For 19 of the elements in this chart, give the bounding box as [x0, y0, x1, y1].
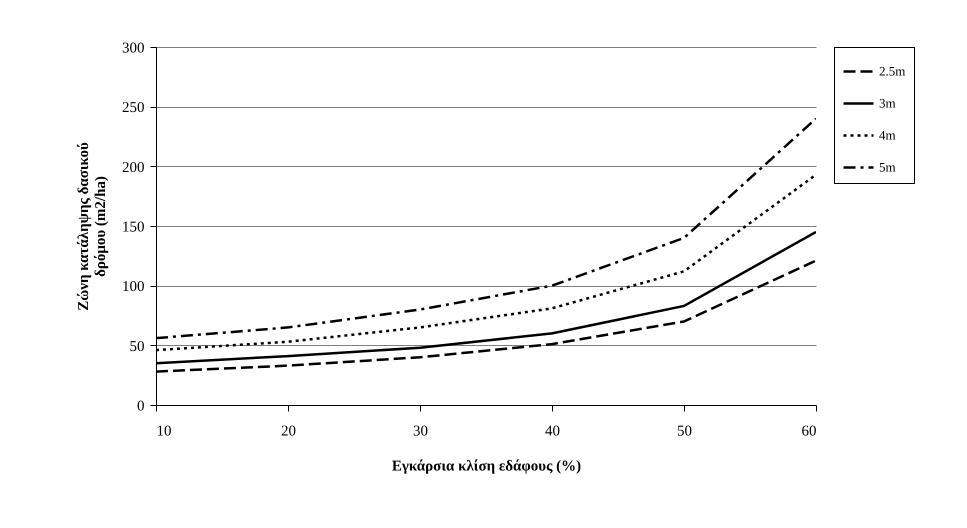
- y-tick-label: 250: [122, 100, 144, 116]
- x-tick-label: 50: [677, 424, 692, 440]
- y-tick-label: 200: [122, 160, 144, 176]
- legend-label: 3m: [879, 96, 896, 110]
- y-tick-label: 150: [122, 220, 144, 236]
- y-tick-label: 100: [122, 279, 144, 296]
- legend-label: 5m: [879, 160, 896, 174]
- x-tick-label: 60: [802, 424, 816, 440]
- legend-label: 2.5m: [879, 64, 906, 78]
- x-axis-title: Εγκάρσια κλίση εδάφους (%): [392, 458, 582, 474]
- x-tick-label: 20: [281, 424, 296, 440]
- y-tick-label: 300: [122, 40, 144, 56]
- x-tick-label: 30: [413, 424, 428, 440]
- y-tick-label: 0: [137, 398, 144, 414]
- y-tick-label: 50: [130, 338, 144, 355]
- x-tick-label: 10: [156, 424, 172, 440]
- legend-label: 4m: [879, 128, 896, 142]
- y-axis-title: Ζώνη κατάληψης δασικού δρόμου (m2/ha): [76, 142, 109, 311]
- x-tick-label: 40: [545, 424, 560, 440]
